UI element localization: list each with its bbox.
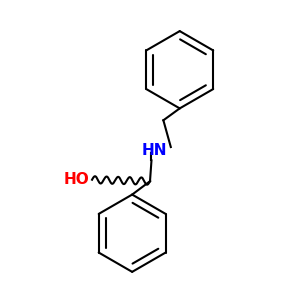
Text: HO: HO xyxy=(63,172,89,187)
Text: HN: HN xyxy=(142,142,167,158)
